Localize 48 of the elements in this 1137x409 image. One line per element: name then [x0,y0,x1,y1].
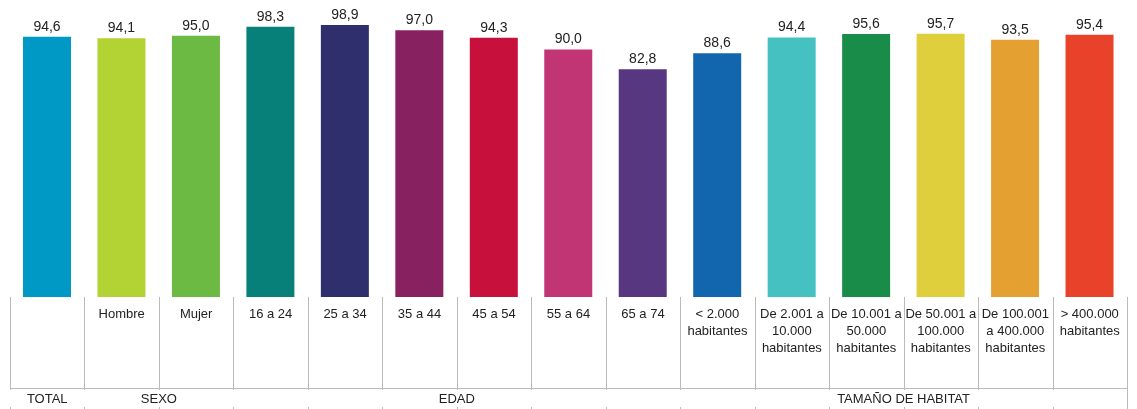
data-label: 95,0 [182,16,210,33]
bar [842,34,891,297]
x-tick-label: De 100.001 a 400.000 habitantes [980,305,1050,356]
data-label: 94,4 [778,18,806,35]
data-label: 98,3 [256,7,285,24]
x-tick-label: 55 a 64 [545,305,592,322]
bar [246,26,295,297]
bar [544,49,593,297]
bar [618,69,667,297]
x-tick-label: 65 a 74 [620,305,666,322]
data-label: 94,1 [107,19,136,36]
x-tick-label: 16 a 24 [247,305,294,322]
data-label: 95,4 [1075,15,1104,32]
data-label: 94,6 [33,17,61,34]
text: SEXO [84,390,234,407]
data-label: 94,3 [480,18,508,35]
x-tick-label: 35 a 44 [396,305,443,322]
text: TOTAL [10,390,85,407]
x-tick-label: Mujer [178,305,214,322]
text: EDAD [233,390,681,407]
x-tick-label: De 50.001 a 100.000 habitantes [904,305,978,356]
bar [767,37,816,297]
bar [23,36,71,297]
data-label: 88,6 [703,34,732,51]
data-label: 90,0 [554,30,583,47]
data-label: 95,7 [926,14,955,31]
bar [395,30,444,297]
bar [97,38,146,297]
x-tick-label: Hombre [97,305,146,322]
data-label: 97,0 [405,11,434,28]
bar [469,37,518,297]
x-tick-label: 45 a 54 [471,305,517,322]
bar [916,33,965,297]
x-tick-label: De 10.001 a 50.000 habitantes [829,305,903,356]
data-label: 93,5 [1001,20,1029,37]
text: TAMAÑO DE HABITAT [680,390,1127,407]
x-tick-label: 25 a 34 [322,305,368,322]
x-tick-label: > 400.000 habitantes [1058,305,1121,339]
bar [320,25,369,297]
data-label: 98,9 [331,6,359,22]
bar [1065,34,1114,297]
bar [171,35,220,297]
x-tick-label: De 2.001 a 10.000 habitantes [759,305,825,356]
data-label: 95,6 [852,15,880,32]
bar [693,53,742,297]
bar [991,39,1040,297]
data-label: 82,8 [629,50,657,67]
x-tick-label: < 2.000 habitantes [686,305,749,339]
